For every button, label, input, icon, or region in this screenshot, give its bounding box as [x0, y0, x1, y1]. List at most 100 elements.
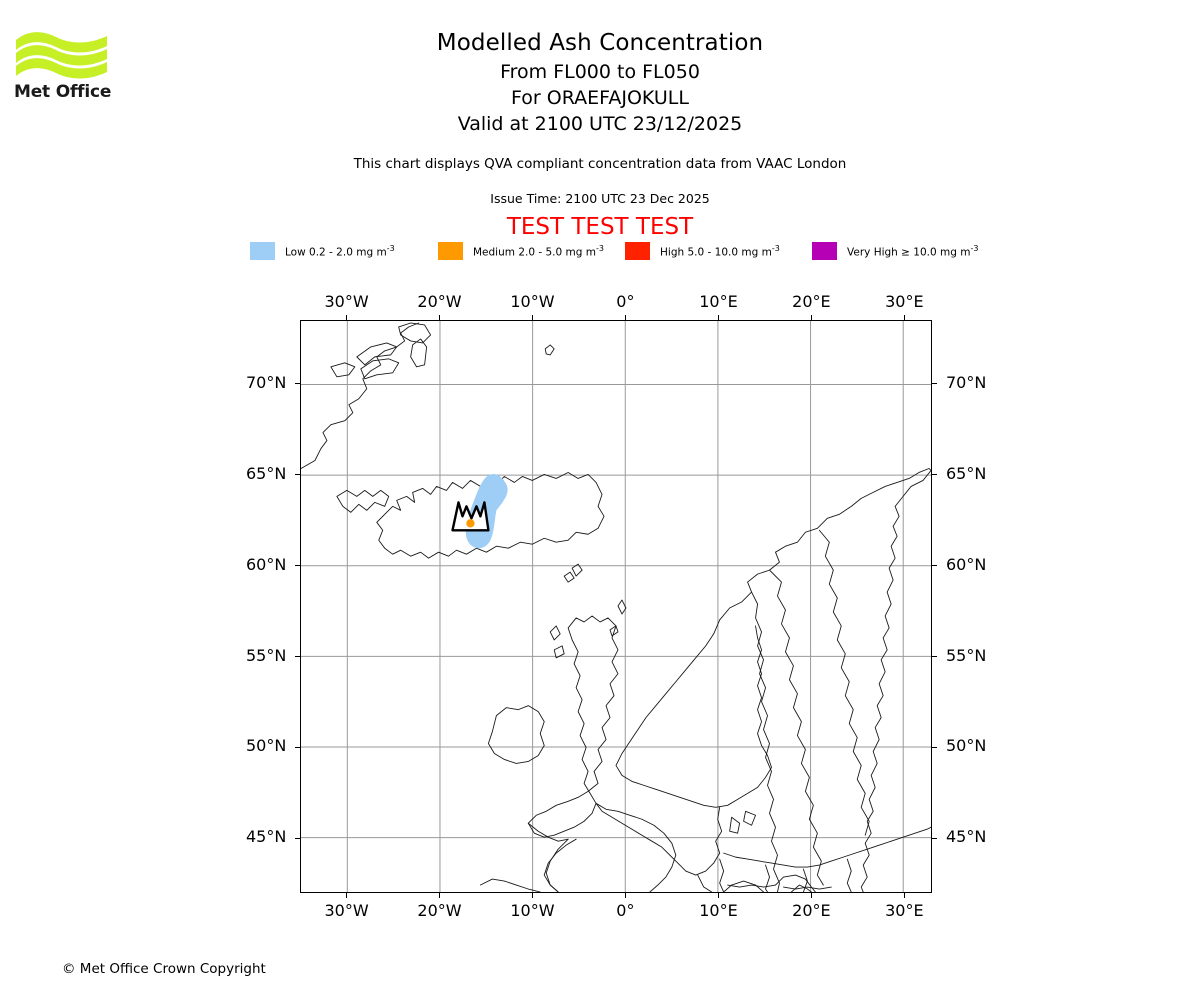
- alps-border: [723, 880, 764, 892]
- north-sea-south-coast: [595, 802, 715, 876]
- norway-south-coast: [615, 619, 772, 808]
- lat-label-right-50°N: 50°N: [946, 736, 987, 756]
- france-north-coast: [595, 802, 677, 892]
- tick-left-70°N: [295, 383, 300, 385]
- lon-label-bottom-10°E: 10°E: [699, 901, 738, 920]
- lon-label-top-20°W: 20°W: [417, 292, 462, 311]
- legend-low-units-exponent: -3: [386, 243, 395, 253]
- legend-high-swatch: [625, 242, 650, 260]
- tick-top-20°E: [810, 315, 812, 320]
- lon-label-top-0°: 0°: [616, 292, 635, 311]
- belgium-border: [697, 874, 713, 892]
- lon-label-bottom-20°E: 20°E: [792, 901, 831, 920]
- lat-label-right-70°N: 70°N: [946, 372, 987, 392]
- finland-east-border: [818, 529, 870, 836]
- legend-medium-swatch: [438, 242, 463, 260]
- qva-note: This chart displays QVA compliant concen…: [353, 156, 847, 172]
- title-flight-levels: From FL000 to FL050: [500, 61, 700, 83]
- baltic-south-coast: [723, 826, 931, 868]
- tick-right-65°N: [932, 474, 937, 476]
- copyright-notice: © Met Office Crown Copyright: [62, 961, 266, 977]
- orkney-islands: [609, 625, 619, 637]
- map-canvas[interactable]: [301, 321, 931, 892]
- tick-left-55°N: [295, 656, 300, 658]
- map-container[interactable]: 30°W 30°W 20°W 20°W 10°W 10°W 0° 0° 10°E 10°E 20°E…: [246, 292, 986, 920]
- legend-low-swatch: [250, 242, 275, 260]
- met-office-logo-text: Met Office: [14, 82, 112, 102]
- title-valid-time: Valid at 2100 UTC 23/12/2025: [457, 113, 743, 135]
- great-britain: [527, 615, 619, 838]
- lon-label-top-30°W: 30°W: [324, 292, 369, 311]
- tick-bottom-30°E: [903, 893, 905, 898]
- met-office-waves-icon: [16, 32, 107, 79]
- lat-label-left-60°N: 60°N: [246, 554, 287, 574]
- map-frame[interactable]: [300, 320, 932, 893]
- legend-low-label: Low 0.2 - 2.0 mg m-3: [285, 243, 395, 258]
- tick-right-55°N: [932, 656, 937, 658]
- volcano-summit-dot: [466, 519, 475, 528]
- lon-label-bottom-10°W: 10°W: [510, 901, 555, 920]
- lat-label-right-65°N: 65°N: [946, 463, 987, 483]
- czech-slovakia-border: [783, 886, 832, 890]
- lon-label-top-30°E: 30°E: [885, 292, 924, 311]
- tick-left-65°N: [295, 474, 300, 476]
- legend-high-units-exponent: -3: [771, 243, 780, 253]
- inner-hebrides: [553, 645, 565, 659]
- greenland-islet-1: [330, 362, 356, 378]
- legend-high[interactable]: High 5.0 - 10.0 mg m-3: [625, 240, 780, 262]
- faroe-islands: [571, 563, 583, 577]
- tick-bottom-20°W: [438, 893, 440, 898]
- legend-medium[interactable]: Medium 2.0 - 5.0 mg m-3: [438, 240, 604, 262]
- lat-label-left-45°N: 45°N: [246, 827, 287, 847]
- lon-label-top-10°W: 10°W: [510, 292, 555, 311]
- greenland-fjord-2: [360, 358, 400, 380]
- lon-label-top-20°E: 20°E: [792, 292, 831, 311]
- iceland-westfjords: [336, 489, 390, 513]
- lon-label-top-10°E: 10°E: [699, 292, 738, 311]
- germany-poland-border: [765, 864, 770, 892]
- chart-title-block: Modelled Ash Concentration From FL000 to…: [0, 28, 1200, 137]
- volcano-icon: [451, 501, 490, 532]
- lon-label-bottom-0°: 0°: [616, 901, 635, 920]
- test-banner: TEST TEST TEST: [506, 214, 694, 240]
- outer-hebrides: [549, 625, 561, 641]
- legend-high-label: High 5.0 - 10.0 mg m-3: [660, 243, 780, 258]
- tick-top-0°: [624, 315, 626, 320]
- tick-right-60°N: [932, 565, 937, 567]
- iceland-coast: [376, 472, 605, 559]
- legend-medium-label: Medium 2.0 - 5.0 mg m-3: [473, 243, 604, 258]
- legend-very-high-swatch: [812, 242, 837, 260]
- brittany: [527, 822, 569, 842]
- volcano-marker[interactable]: [451, 501, 490, 532]
- title-volcano-name: For ORAEFAJOKULL: [511, 87, 689, 109]
- lon-label-bottom-20°W: 20°W: [417, 901, 462, 920]
- germany-south-border: [727, 884, 776, 888]
- croatia-coast: [790, 884, 812, 892]
- legend-low[interactable]: Low 0.2 - 2.0 mg m-3: [250, 240, 395, 262]
- tick-bottom-20°E: [810, 893, 812, 898]
- lat-label-left-50°N: 50°N: [246, 736, 287, 756]
- lat-label-left-65°N: 65°N: [246, 463, 287, 483]
- hungary-border: [775, 874, 816, 892]
- tick-top-30°W: [345, 315, 347, 320]
- legend-very-high[interactable]: Very High ≥ 10.0 mg m-3: [812, 240, 978, 262]
- denmark-jutland: [713, 806, 723, 864]
- ireland: [487, 705, 545, 764]
- coastlines-layer: [301, 322, 931, 892]
- tick-bottom-0°: [624, 893, 626, 898]
- jan-mayen: [544, 344, 555, 356]
- greenland-fjord-1: [356, 342, 398, 366]
- tick-bottom-10°W: [531, 893, 533, 898]
- concentration-legend: Low 0.2 - 2.0 mg m-3 Medium 2.0 - 5.0 mg …: [250, 240, 990, 262]
- biscay-coast: [543, 838, 577, 892]
- lon-label-bottom-30°E: 30°E: [885, 901, 924, 920]
- greenland-fjord-4: [410, 338, 428, 368]
- shetland-islands: [617, 599, 627, 615]
- tick-top-10°W: [531, 315, 533, 320]
- iberia-north-coast: [479, 878, 541, 892]
- map-gridlines: [301, 321, 931, 892]
- tick-top-20°W: [438, 315, 440, 320]
- tick-bottom-10°E: [717, 893, 719, 898]
- tick-left-45°N: [295, 837, 300, 839]
- legend-medium-units-exponent: -3: [595, 243, 604, 253]
